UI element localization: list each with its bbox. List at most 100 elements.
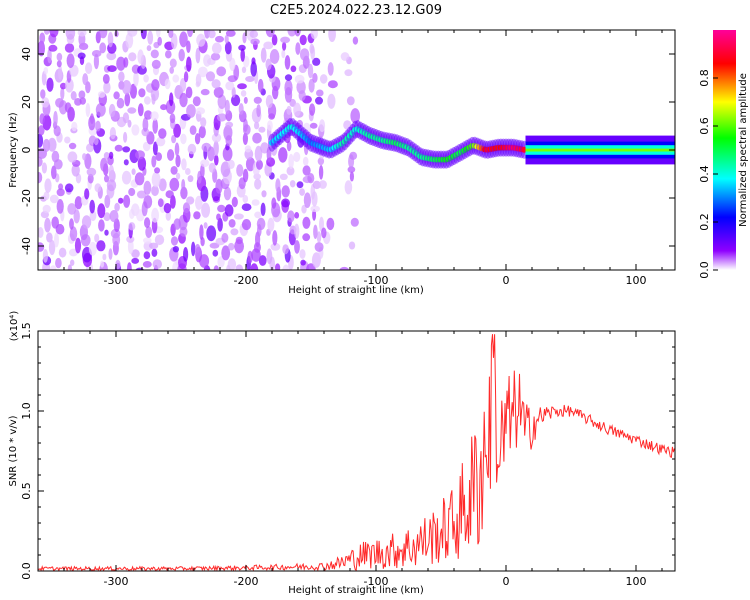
noise-mark <box>224 204 234 217</box>
noise-mark <box>344 180 353 195</box>
noise-mark <box>77 52 86 60</box>
noise-mark <box>271 34 278 46</box>
noise-mark <box>235 236 243 245</box>
noise-mark <box>85 62 93 74</box>
noise-mark <box>137 49 144 64</box>
noise-mark <box>74 196 83 210</box>
noise-mark <box>195 195 203 210</box>
y-tick-label: 0 <box>20 147 33 154</box>
noise-mark <box>294 74 305 84</box>
noise-mark <box>230 228 239 236</box>
noise-mark <box>242 195 249 203</box>
noise-mark <box>179 31 188 48</box>
colorbar-label: Normalized spectral amplitude <box>738 73 749 227</box>
noise-mark <box>135 267 145 270</box>
noise-mark <box>244 145 252 153</box>
noise-mark <box>241 66 247 74</box>
noise-mark <box>249 30 259 38</box>
noise-mark <box>150 111 159 121</box>
noise-mark <box>275 263 281 270</box>
noise-mark <box>122 146 131 153</box>
noise-mark <box>221 232 229 243</box>
noise-mark <box>301 204 307 214</box>
noise-mark <box>79 97 87 105</box>
noise-mark <box>256 217 266 230</box>
noise-mark <box>266 248 273 265</box>
noise-mark <box>42 204 51 214</box>
noise-mark <box>67 151 78 163</box>
noise-mark <box>200 163 205 179</box>
noise-mark <box>64 183 74 193</box>
noise-mark <box>250 61 257 77</box>
noise-mark <box>221 245 231 261</box>
noise-mark <box>170 195 176 209</box>
noise-mark <box>165 190 174 199</box>
noise-mark <box>51 150 60 163</box>
noise-mark <box>97 91 106 98</box>
y-tick-label: 1.0 <box>20 402 33 420</box>
noise-mark <box>125 32 134 49</box>
noise-mark <box>114 144 123 152</box>
colorbar-tick-label: 0.4 <box>698 165 711 183</box>
noise-mark <box>344 69 353 77</box>
noise-mark <box>287 30 297 37</box>
spectrogram-marks <box>38 30 675 270</box>
noise-mark <box>95 103 106 117</box>
noise-mark <box>148 242 159 249</box>
noise-mark <box>118 197 124 204</box>
x-tick-label: -200 <box>234 575 259 588</box>
noise-mark <box>150 49 159 59</box>
noise-mark <box>327 62 334 76</box>
noise-mark <box>142 261 152 268</box>
noise-mark <box>238 44 246 51</box>
noise-mark <box>152 141 158 156</box>
noise-mark <box>64 136 71 144</box>
noise-mark <box>137 156 147 171</box>
noise-mark <box>243 118 248 132</box>
noise-mark <box>136 190 147 199</box>
noise-mark <box>256 159 263 170</box>
noise-mark <box>38 40 45 57</box>
noise-mark <box>217 256 225 268</box>
noise-mark <box>152 118 158 134</box>
noise-mark <box>173 123 182 138</box>
noise-mark <box>143 251 151 260</box>
noise-mark <box>314 242 324 252</box>
noise-mark <box>352 36 359 45</box>
noise-mark <box>126 235 135 243</box>
noise-mark <box>113 91 120 100</box>
noise-mark <box>172 74 180 83</box>
noise-mark <box>47 137 57 152</box>
noise-mark <box>216 66 227 77</box>
noise-mark <box>254 145 263 162</box>
noise-mark <box>223 125 233 141</box>
noise-mark <box>170 236 179 246</box>
noise-mark <box>151 185 159 197</box>
noise-mark <box>95 120 101 132</box>
noise-mark <box>312 57 321 66</box>
noise-mark <box>103 212 111 222</box>
noise-mark <box>103 81 111 94</box>
noise-mark <box>294 212 300 219</box>
noise-mark <box>69 248 78 257</box>
noise-mark <box>187 30 194 38</box>
noise-mark <box>71 121 78 132</box>
noise-mark <box>183 71 189 83</box>
x-tick-label: 100 <box>626 274 647 287</box>
noise-mark <box>286 140 292 152</box>
noise-mark <box>151 248 158 257</box>
colorbar-gradient <box>713 30 736 270</box>
noise-mark <box>225 30 236 37</box>
noise-mark <box>295 42 301 55</box>
noise-mark <box>281 49 286 59</box>
noise-mark <box>131 124 140 136</box>
noise-mark <box>237 83 247 90</box>
noise-mark <box>127 262 132 270</box>
noise-mark <box>128 187 136 197</box>
noise-mark <box>310 205 321 212</box>
noise-mark <box>144 217 151 229</box>
noise-mark <box>284 55 291 70</box>
noise-mark <box>227 242 235 251</box>
noise-mark <box>225 121 234 128</box>
noise-mark <box>89 199 95 214</box>
